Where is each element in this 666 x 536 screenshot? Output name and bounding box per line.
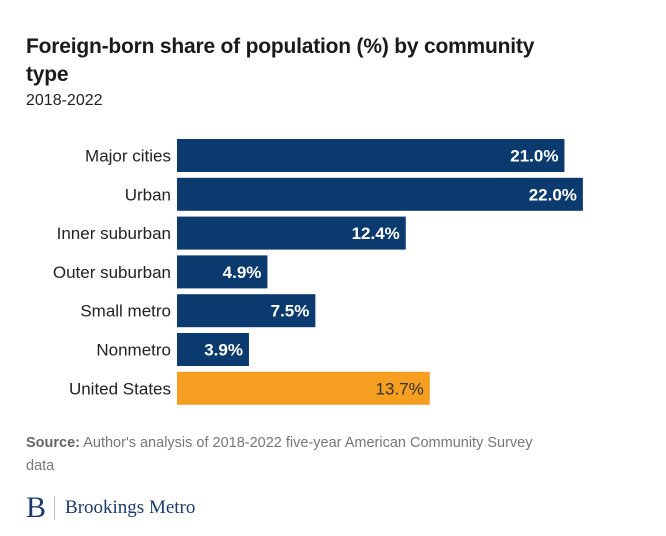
- bar: [177, 294, 316, 328]
- bar: [177, 139, 565, 172]
- data-label: 21.0%: [510, 147, 558, 166]
- source-note: Source: Author's analysis of 2018-2022 f…: [26, 432, 546, 478]
- chart-subtitle: 2018-2022: [26, 92, 103, 109]
- chart-title: Foreign-born share of population (%) by …: [26, 35, 535, 86]
- category-label: Major cities: [85, 147, 171, 166]
- bar: [177, 333, 249, 366]
- bar: [177, 216, 406, 250]
- bar-chart: Major cities 21.0% Urban 22.0% Inner suburba…: [53, 139, 583, 405]
- logo-divider: [54, 496, 56, 520]
- brookings-logo: B Brookings Metro: [26, 493, 195, 523]
- category-label: Urban: [125, 185, 171, 204]
- source-label: Source:: [26, 435, 80, 451]
- category-label: United States: [69, 379, 171, 398]
- category-label: Outer suburban: [53, 263, 171, 282]
- data-label: 3.9%: [204, 341, 243, 360]
- data-label: 13.7%: [376, 379, 424, 398]
- brookings-b-icon: B: [26, 491, 47, 524]
- category-label: Small metro: [80, 302, 171, 321]
- bar: [177, 255, 268, 289]
- bar: [177, 371, 430, 405]
- data-label: 7.5%: [271, 302, 310, 321]
- category-label: Nonmetro: [96, 341, 171, 360]
- logo-text: Brookings Metro: [65, 497, 196, 518]
- data-label: 4.9%: [223, 263, 262, 282]
- data-label: 12.4%: [352, 224, 400, 243]
- data-label: 22.0%: [529, 185, 577, 204]
- source-text: Author's analysis of 2018-2022 five-year…: [26, 435, 533, 474]
- bar: [177, 177, 583, 211]
- category-label: Inner suburban: [57, 224, 171, 243]
